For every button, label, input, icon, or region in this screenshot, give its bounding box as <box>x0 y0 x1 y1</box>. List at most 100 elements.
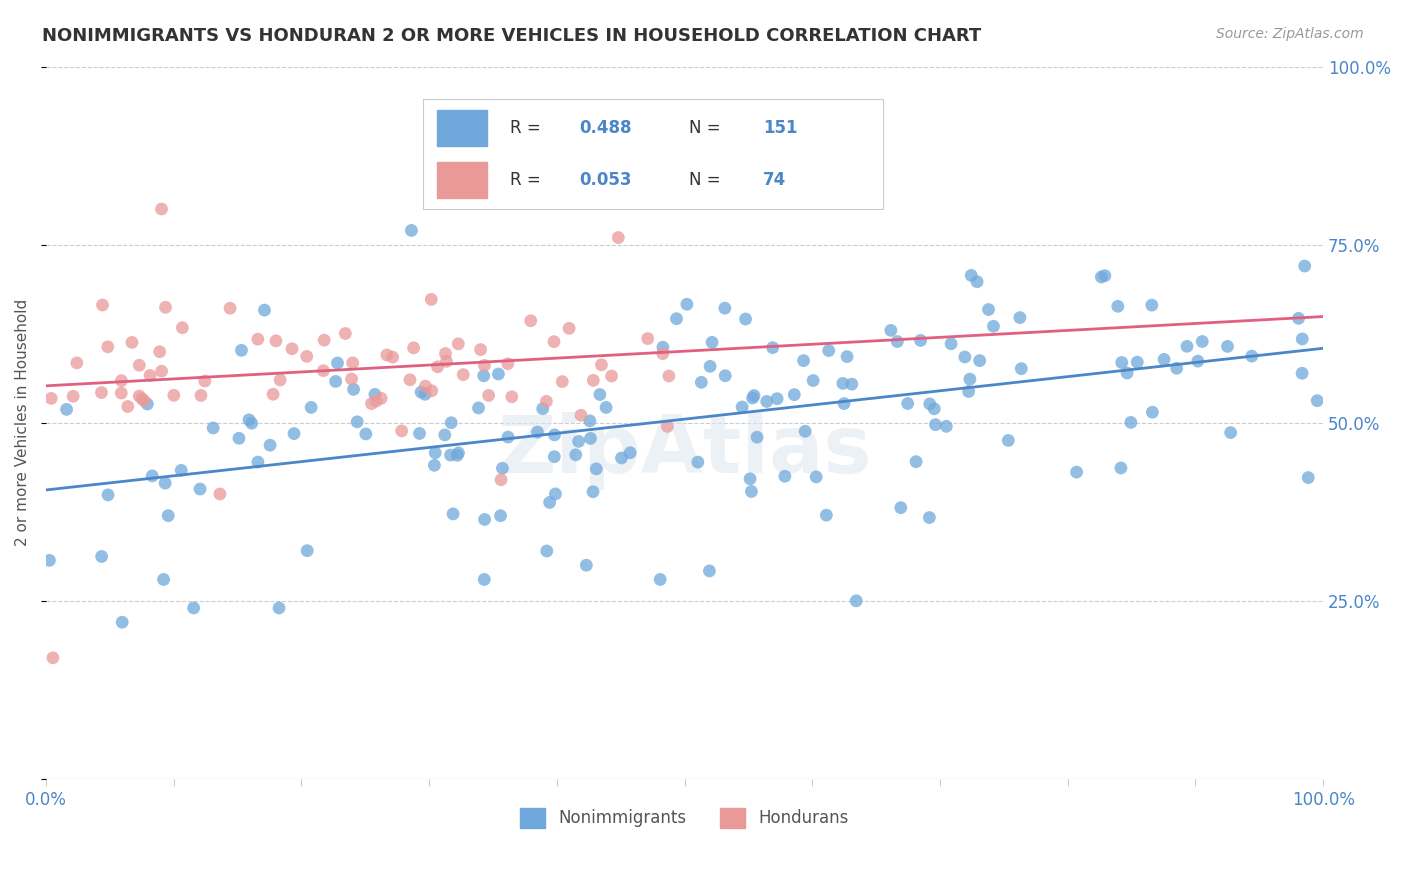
Point <box>543 334 565 349</box>
Point <box>531 401 554 416</box>
Point <box>651 340 673 354</box>
Point <box>117 400 139 414</box>
Point <box>1094 268 1116 283</box>
Point <box>1296 470 1319 484</box>
Point <box>42 650 65 665</box>
Point <box>375 348 398 362</box>
Point <box>910 334 932 348</box>
Point <box>128 358 150 372</box>
Point <box>496 357 519 371</box>
Point <box>997 434 1019 448</box>
Point <box>97 340 120 354</box>
Point <box>1294 259 1316 273</box>
Point <box>815 508 838 523</box>
Point <box>489 508 512 523</box>
Point <box>238 413 260 427</box>
Point <box>966 275 988 289</box>
Point <box>172 320 194 334</box>
Point <box>97 488 120 502</box>
Point <box>163 388 186 402</box>
Point <box>690 376 713 390</box>
Point <box>150 364 173 378</box>
Point <box>880 323 903 337</box>
Point <box>794 425 817 439</box>
Point <box>583 187 606 202</box>
Point <box>312 364 335 378</box>
Point <box>501 390 523 404</box>
Point <box>314 333 336 347</box>
Point <box>433 428 456 442</box>
Point <box>568 434 591 449</box>
Point <box>194 374 217 388</box>
Point <box>741 391 763 405</box>
Point <box>474 512 496 526</box>
Point <box>650 573 672 587</box>
Point <box>283 426 305 441</box>
Point <box>401 223 423 237</box>
Point <box>793 353 815 368</box>
Point <box>440 416 463 430</box>
Point <box>1240 349 1263 363</box>
Point <box>413 387 436 401</box>
Point <box>231 343 253 358</box>
Point <box>983 319 1005 334</box>
Point <box>409 385 432 400</box>
Point <box>208 487 231 501</box>
Point <box>259 438 281 452</box>
Point <box>600 369 623 384</box>
Point <box>281 342 304 356</box>
Point <box>977 302 1000 317</box>
Point <box>426 359 449 374</box>
Point <box>918 397 941 411</box>
Point <box>131 392 153 406</box>
Point <box>1090 270 1112 285</box>
Point <box>446 448 468 462</box>
Point <box>228 431 250 445</box>
Point <box>295 543 318 558</box>
Point <box>742 389 765 403</box>
Text: Source: ZipAtlas.com: Source: ZipAtlas.com <box>1216 27 1364 41</box>
Point <box>699 564 721 578</box>
Point <box>1111 355 1133 369</box>
Point <box>734 312 756 326</box>
Point <box>536 544 558 558</box>
Point <box>399 373 422 387</box>
Point <box>364 387 387 401</box>
Point <box>1288 311 1310 326</box>
Point <box>342 356 364 370</box>
Point <box>1291 366 1313 380</box>
Point <box>1187 354 1209 368</box>
Point <box>489 473 512 487</box>
Point <box>773 469 796 483</box>
Point <box>269 373 291 387</box>
Point <box>423 458 446 473</box>
Point <box>354 426 377 441</box>
Point <box>582 484 605 499</box>
Point <box>478 388 501 402</box>
Point <box>745 430 768 444</box>
Point <box>346 415 368 429</box>
Point <box>591 358 613 372</box>
Point <box>886 334 908 349</box>
Point <box>360 396 382 410</box>
Point <box>90 385 112 400</box>
Point <box>183 601 205 615</box>
Point <box>817 343 839 358</box>
Point <box>136 397 159 411</box>
Point <box>755 394 778 409</box>
Point <box>1291 332 1313 346</box>
Point <box>436 354 458 368</box>
Point <box>253 303 276 318</box>
Point <box>447 336 470 351</box>
Point <box>451 368 474 382</box>
Point <box>496 430 519 444</box>
Point <box>141 469 163 483</box>
Point <box>714 301 737 315</box>
Point <box>543 450 565 464</box>
Point <box>924 417 946 432</box>
Point <box>731 400 754 414</box>
Point <box>939 336 962 351</box>
Point <box>39 392 62 406</box>
Point <box>575 558 598 573</box>
Point <box>246 455 269 469</box>
